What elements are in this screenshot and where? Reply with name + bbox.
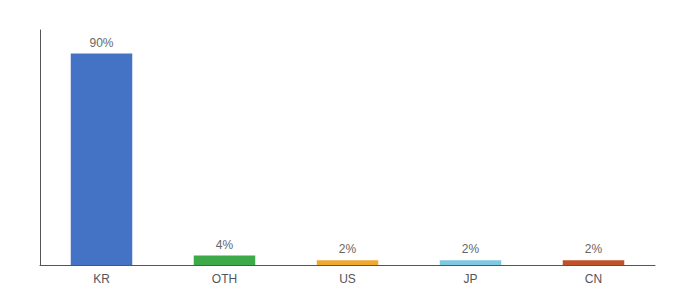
svg-text:2%: 2% — [339, 242, 357, 256]
svg-text:4%: 4% — [216, 238, 234, 252]
svg-text:2%: 2% — [462, 242, 480, 256]
svg-text:KR: KR — [93, 272, 110, 286]
svg-text:OTH: OTH — [212, 272, 237, 286]
svg-text:CN: CN — [585, 272, 602, 286]
svg-text:US: US — [339, 272, 356, 286]
svg-text:2%: 2% — [585, 242, 603, 256]
svg-text:JP: JP — [463, 272, 477, 286]
svg-text:90%: 90% — [89, 36, 113, 50]
